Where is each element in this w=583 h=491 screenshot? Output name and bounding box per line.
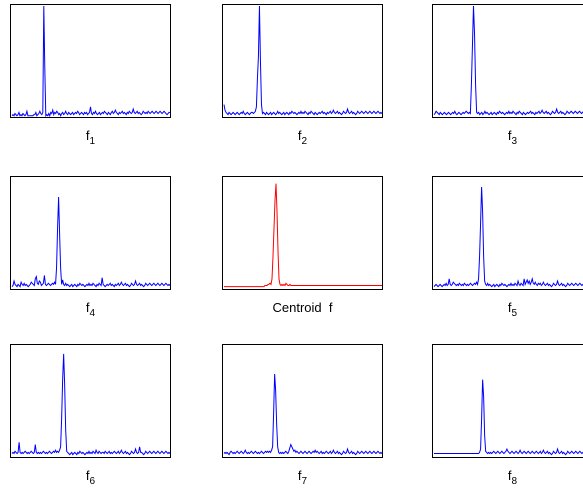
spectrum-panel-8: f8 <box>432 344 583 488</box>
spectrum-line <box>223 373 382 456</box>
caption-symbol: f <box>507 300 512 315</box>
caption-symbol: f <box>507 128 512 143</box>
caption-text: Centroid f <box>272 300 333 315</box>
plot-frame <box>432 176 583 290</box>
panel-caption: f3 <box>432 128 583 150</box>
spectrum-line <box>223 5 382 116</box>
panel-caption: Centroid f <box>222 300 383 316</box>
spectrum-panel-4: f4 <box>10 176 171 320</box>
plot-area <box>224 183 382 288</box>
plot-area <box>11 5 170 117</box>
plot-frame <box>10 176 171 290</box>
caption-index: 3 <box>511 136 518 147</box>
caption-symbol: f <box>85 300 90 315</box>
plot-area <box>11 353 170 456</box>
plot-area <box>434 379 583 456</box>
caption-index: 5 <box>511 308 518 319</box>
plot-frame <box>432 344 583 458</box>
spectrum-panel-6: f6 <box>10 344 171 488</box>
plot-frame <box>432 4 583 118</box>
caption-symbol: f <box>297 468 302 483</box>
panel-caption: f1 <box>10 128 171 150</box>
plot-frame <box>222 4 383 118</box>
spectrum-line <box>433 5 583 116</box>
caption-index: 7 <box>301 476 308 487</box>
spectrum-line <box>11 353 170 456</box>
spectrum-line <box>11 5 170 117</box>
plot-area <box>223 5 382 116</box>
spectrum-panel-3: f3 <box>432 4 583 148</box>
caption-index: 4 <box>89 308 96 319</box>
caption-symbol: f <box>85 128 90 143</box>
plot-frame <box>222 176 383 290</box>
panel-caption: f6 <box>10 468 171 490</box>
plot-area <box>11 197 170 288</box>
plot-area <box>433 186 583 288</box>
caption-symbol: f <box>507 468 512 483</box>
plot-frame <box>10 4 171 118</box>
panel-caption: f2 <box>222 128 383 150</box>
spectrum-line <box>433 186 583 288</box>
plot-area <box>223 373 382 456</box>
spectrum-line <box>434 379 583 456</box>
spectrum-panel-5: f5 <box>432 176 583 320</box>
spectrum-panel-7: f7 <box>222 344 383 488</box>
panel-caption: f8 <box>432 468 583 490</box>
caption-symbol: f <box>297 128 302 143</box>
caption-index: 1 <box>89 136 96 147</box>
spectrum-line <box>11 197 170 288</box>
spectrum-panel-centroid: Centroid f <box>222 176 383 320</box>
spectrum-panel-2: f2 <box>222 4 383 148</box>
panel-caption: f7 <box>222 468 383 490</box>
panel-caption: f4 <box>10 300 171 322</box>
caption-index: 8 <box>511 476 518 487</box>
caption-index: 6 <box>89 476 96 487</box>
spectrum-panel-1: f1 <box>10 4 171 148</box>
spectrum-line <box>224 183 382 288</box>
plot-area <box>433 5 583 116</box>
caption-symbol: f <box>85 468 90 483</box>
plot-frame <box>222 344 383 458</box>
caption-index: 2 <box>301 136 308 147</box>
plot-frame <box>10 344 171 458</box>
panel-caption: f5 <box>432 300 583 322</box>
